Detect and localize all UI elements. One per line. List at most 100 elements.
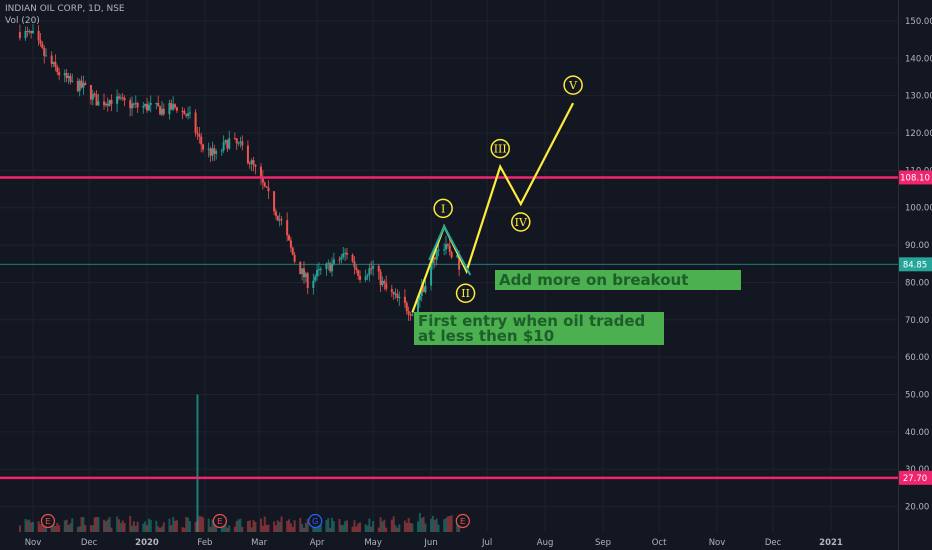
volume-bar [226,527,229,532]
candle-body [65,73,68,79]
volume-bar [431,515,434,532]
candle-body [383,280,386,284]
wave-label-iii: III [494,143,507,156]
volume-bar [299,517,302,532]
volume-bar [93,517,96,532]
volume-bar [149,519,152,532]
volume-bar [95,517,98,532]
candle-body [372,266,375,269]
wave-label-circle [563,75,583,95]
candle-body [194,112,197,133]
volume-bar [155,520,158,532]
candles [18,24,461,321]
volume-bar [117,519,120,532]
volume-bar [437,524,440,532]
volume-bar [405,522,408,532]
candle-body [276,215,279,221]
candle-body [82,83,85,88]
x-tick-label: Mar [251,538,268,548]
volume-bar [82,517,85,532]
candle-body [110,99,113,104]
volume-bar [202,517,205,532]
candle-body [209,148,212,156]
volume-bar [162,522,165,532]
event-marker-label: G [312,517,318,526]
volume-bar [416,521,419,532]
volume-bar [159,527,162,532]
candle-body [351,254,354,262]
volume-bar [263,516,266,532]
volume-bar [198,516,201,532]
candle-body [246,145,249,163]
candle-body [104,103,107,106]
volume-bar [228,525,231,532]
candle-body [222,142,225,151]
y-tick-label: 70.00 [905,316,929,326]
volume-bar [52,523,55,532]
candle-body [357,269,360,276]
x-tick-label: Nov [25,538,42,548]
candle-body [304,273,307,278]
volume-bar [78,526,81,532]
volume-bar [37,521,40,532]
volume-bar [331,517,334,532]
candle-body [18,32,21,39]
volume-bar [174,520,177,532]
candle-body [435,250,438,260]
y-tick-label: 140.00 [905,54,932,64]
candle-body [424,285,427,293]
candle-body [174,104,177,108]
candle-body [407,311,410,315]
level-price-badge: 108.10 [900,173,930,183]
candle-body [433,257,436,260]
candle-body [390,288,393,292]
volume-bar [142,523,145,532]
volume-bar [345,520,348,532]
volume-bar [89,525,92,532]
candle-body [319,268,322,270]
volume-bar [248,520,251,532]
candle-body [344,252,347,254]
volume-bar [280,516,283,532]
volume-bar [359,522,362,532]
event-marker [308,513,323,529]
wave-label-v: V [568,79,578,92]
candle-body [248,162,251,164]
volume-bar [443,519,446,532]
volume-bar [338,518,341,532]
wave-label-circle [433,198,453,219]
volume-bar [379,517,382,532]
candle-body [445,244,448,250]
event-marker [40,513,56,529]
volume-bar [97,517,100,532]
volume-bar [30,522,33,532]
x-tick-label: Aug [537,538,554,548]
volume-bar [450,515,453,532]
volume-bar [246,521,249,532]
candle-body [420,287,423,297]
candle-body [250,160,253,164]
volume-bar [342,524,345,532]
volume-bar [392,516,395,532]
candle-body [144,103,147,107]
volume-bar [398,524,401,532]
candle-body [291,247,294,255]
volume-bar [372,521,375,532]
candle-body [239,141,242,143]
x-tick-label: Jun [423,538,437,548]
volume-bar [409,522,412,532]
level-price-badge: 27.70 [903,474,927,484]
volume-bar [252,520,255,532]
symbol-title: INDIAN OIL CORP, 1D, NSE [5,4,125,14]
candle-body [224,140,227,143]
volume-indicator-label[interactable]: Vol (20) [5,16,40,26]
y-tick-label: 150.00 [905,17,932,27]
volume-bar [291,527,294,532]
volume-bar [364,524,367,532]
volume-bar [239,518,242,532]
volume-bar [110,527,113,532]
candle-body [220,150,223,152]
candle-body [327,263,330,265]
volume-bar [306,518,309,532]
